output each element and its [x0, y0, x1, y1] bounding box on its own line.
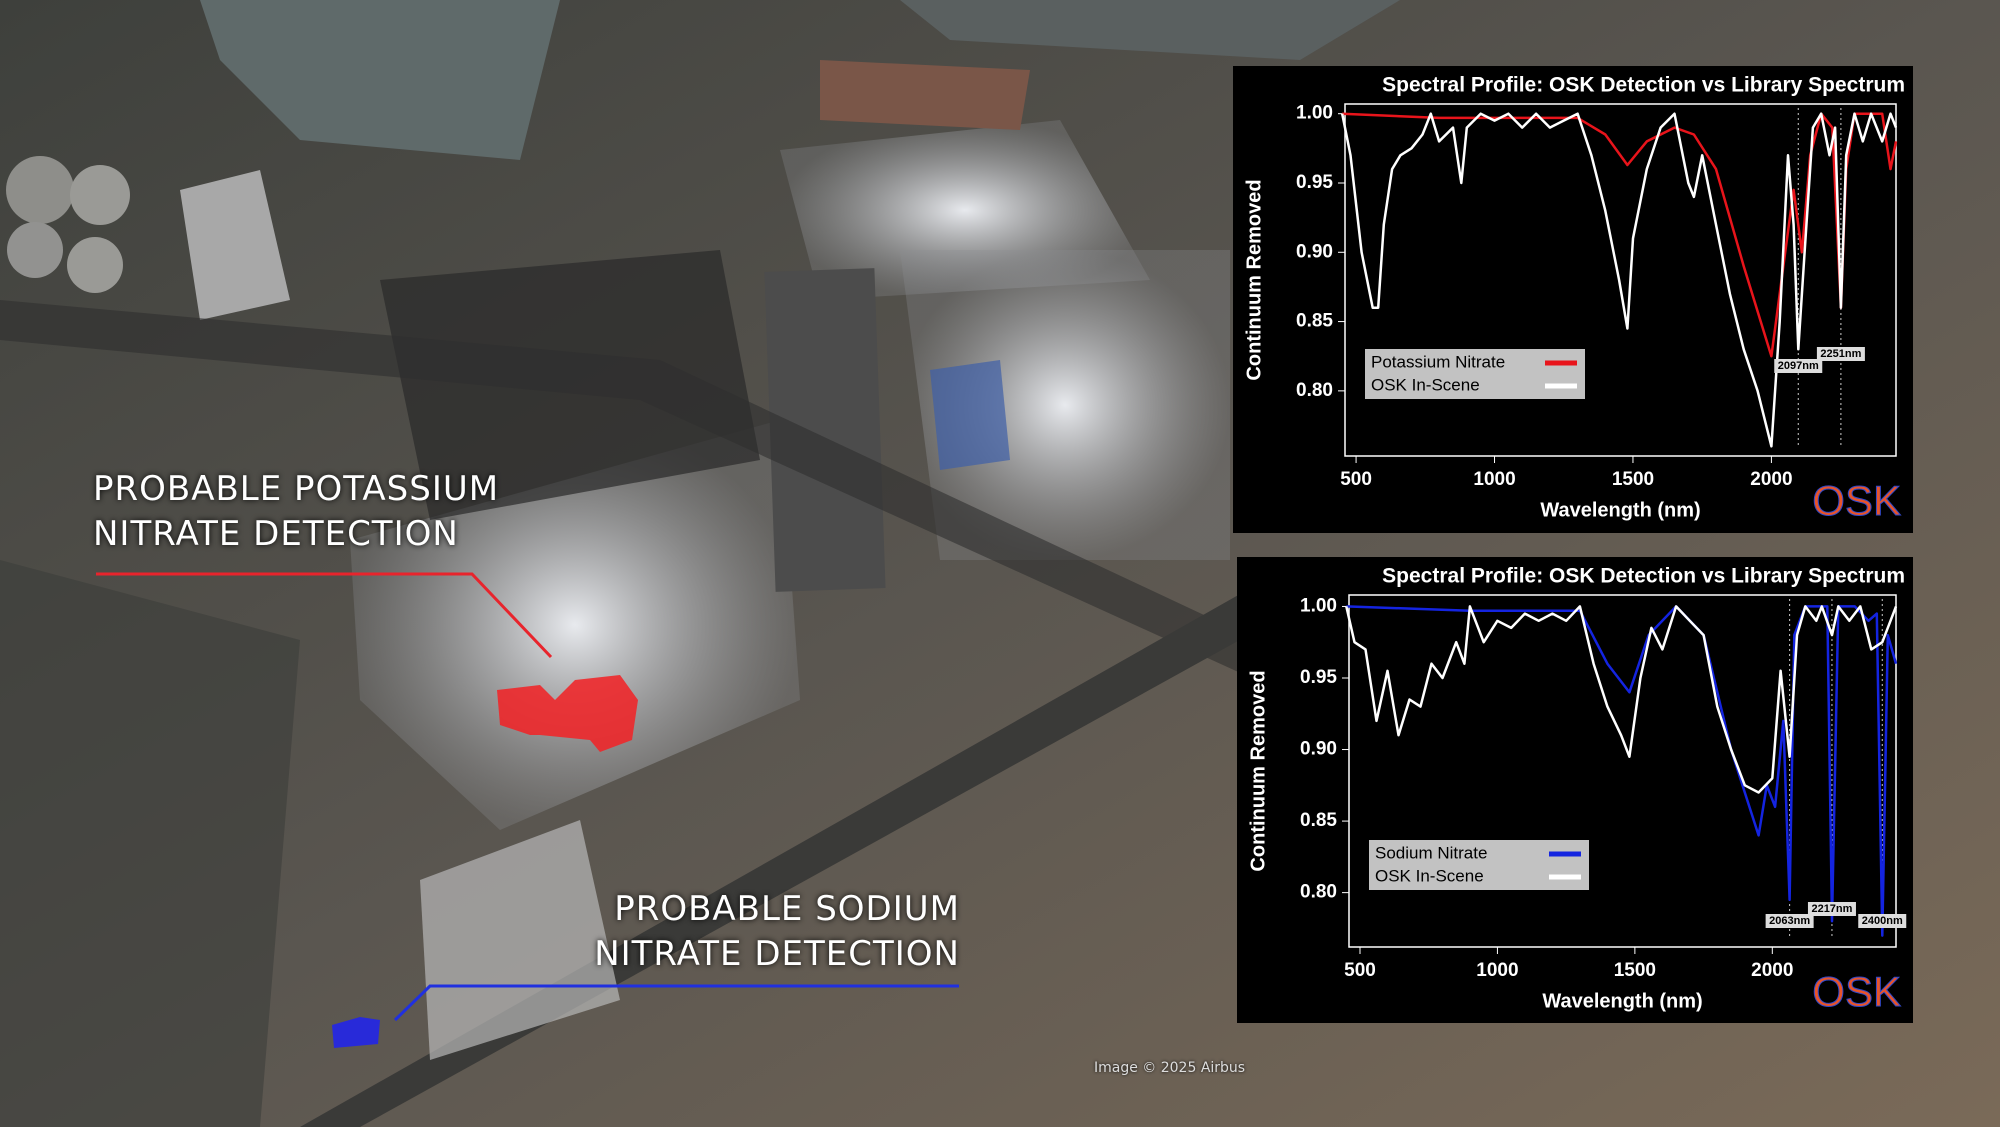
- annotation-box: [1774, 359, 1823, 373]
- y-tick-label: 0.95: [1300, 667, 1337, 688]
- y-tick-label: 0.80: [1300, 882, 1337, 903]
- label-line: PROBABLE POTASSIUM: [93, 469, 500, 509]
- legend-label: Sodium Nitrate: [1375, 843, 1487, 862]
- x-tick-label: 500: [1340, 469, 1372, 490]
- logo: OSK: [1812, 968, 1901, 1015]
- chart-panel: Spectral Profile: OSK Detection vs Libra…: [1233, 66, 1913, 533]
- x-tick-label: 1500: [1614, 960, 1656, 981]
- annotation-box: [1765, 914, 1814, 928]
- y-tick-label: 0.80: [1296, 380, 1333, 401]
- label-line: NITRATE DETECTION: [594, 934, 960, 974]
- potassium-detection: [497, 675, 638, 752]
- annotation-label: 2097nm: [1778, 360, 1819, 372]
- potassium-callout: [96, 572, 553, 659]
- annotation-label: 2400nm: [1862, 915, 1903, 927]
- annotation-label: 2063nm: [1769, 915, 1810, 927]
- legend-box: [1369, 840, 1589, 890]
- y-tick-label: 0.90: [1296, 241, 1333, 262]
- legend-label: OSK In-Scene: [1375, 866, 1484, 885]
- y-tick-label: 1.00: [1300, 595, 1337, 616]
- x-tick-label: 1000: [1473, 469, 1515, 490]
- x-tick-label: 2000: [1750, 469, 1792, 490]
- y-tick-label: 0.95: [1296, 172, 1333, 193]
- legend: Sodium Nitrate OSK In-Scene: [1369, 840, 1589, 890]
- y-axis-label: Continuum Removed: [1247, 670, 1269, 871]
- series-line: [1346, 605, 1898, 937]
- logo: OSK: [1812, 477, 1901, 524]
- annotation-box: [1807, 902, 1856, 916]
- chart-title: Spectral Profile: OSK Detection vs Libra…: [1382, 565, 1905, 588]
- chart-title: Spectral Profile: OSK Detection vs Libra…: [1382, 74, 1905, 97]
- x-tick-label: 1500: [1612, 469, 1654, 490]
- annotation-box: [1816, 347, 1865, 361]
- potassium-label: PROBABLE POTASSIUM NITRATE DETECTION: [93, 467, 499, 557]
- sodium-label: PROBABLE SODIUM NITRATE DETECTION: [594, 887, 960, 977]
- image-credit: Image © 2025 Airbus: [1094, 1060, 1246, 1076]
- sodium-detection: [332, 1017, 380, 1048]
- legend-label: OSK In-Scene: [1371, 375, 1480, 394]
- x-axis-label: Wavelength (nm): [1542, 990, 1702, 1012]
- chart-panel: Spectral Profile: OSK Detection vs Libra…: [1237, 557, 1913, 1023]
- x-tick-label: 1000: [1476, 960, 1518, 981]
- y-tick-label: 0.90: [1300, 739, 1337, 760]
- legend-box: [1365, 349, 1585, 399]
- plot-frame: [1344, 103, 1897, 457]
- y-tick-label: 0.85: [1300, 810, 1337, 831]
- series-line: [1345, 605, 1898, 794]
- x-axis-label: Wavelength (nm): [1540, 499, 1700, 521]
- series-line: [1342, 112, 1898, 358]
- legend-label: Potassium Nitrate: [1371, 352, 1505, 371]
- x-tick-label: 500: [1344, 960, 1376, 981]
- series-line: [1340, 112, 1898, 448]
- annotation-label: 2217nm: [1811, 903, 1852, 915]
- y-tick-label: 1.00: [1296, 103, 1333, 124]
- y-tick-label: 0.85: [1296, 311, 1333, 332]
- label-line: PROBABLE SODIUM: [614, 889, 960, 929]
- label-line: NITRATE DETECTION: [93, 514, 459, 554]
- annotation-label: 2251nm: [1820, 348, 1861, 360]
- annotation-box: [1858, 914, 1907, 928]
- y-axis-label: Continuum Removed: [1243, 179, 1265, 380]
- plot-frame: [1348, 594, 1897, 948]
- legend: Potassium Nitrate OSK In-Scene: [1365, 349, 1585, 399]
- x-tick-label: 2000: [1751, 960, 1793, 981]
- sodium-callout: [393, 984, 959, 1022]
